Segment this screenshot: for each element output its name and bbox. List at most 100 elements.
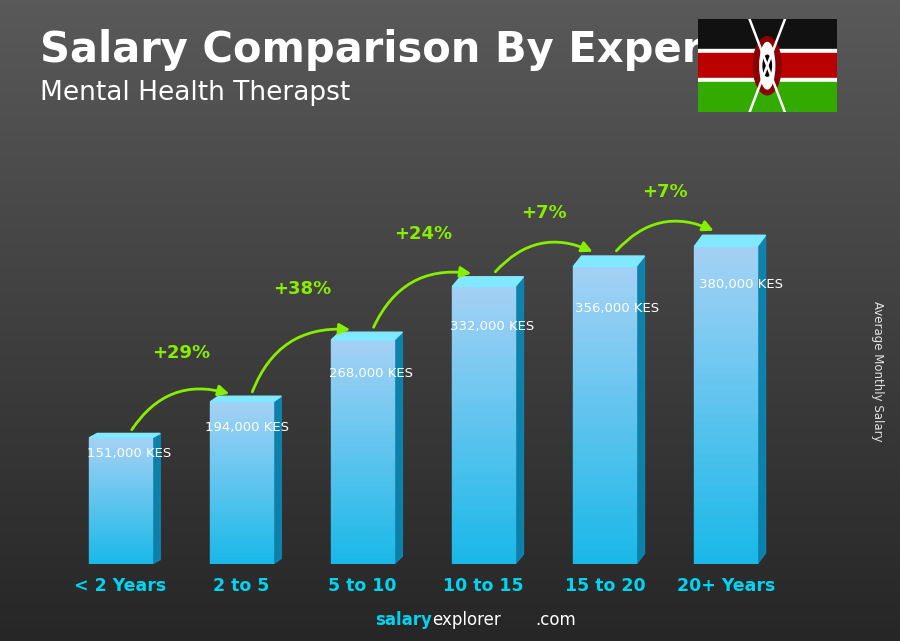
Bar bbox=[573, 460, 636, 467]
Bar bbox=[453, 439, 516, 446]
Bar bbox=[211, 503, 273, 507]
Polygon shape bbox=[695, 235, 766, 246]
Bar bbox=[331, 452, 394, 458]
Bar bbox=[453, 467, 516, 474]
Bar bbox=[695, 485, 758, 492]
Bar bbox=[453, 321, 516, 328]
Bar bbox=[573, 467, 636, 475]
Bar bbox=[331, 345, 394, 351]
Bar bbox=[695, 508, 758, 517]
Bar bbox=[453, 537, 516, 544]
Bar bbox=[453, 397, 516, 404]
Bar bbox=[211, 470, 273, 475]
Bar bbox=[89, 466, 152, 469]
Bar bbox=[573, 519, 636, 527]
Bar bbox=[573, 341, 636, 348]
Bar bbox=[453, 294, 516, 301]
Bar bbox=[211, 531, 273, 536]
Bar bbox=[89, 548, 152, 551]
Bar bbox=[695, 445, 758, 453]
Polygon shape bbox=[758, 235, 766, 564]
Bar bbox=[453, 370, 516, 377]
Bar bbox=[695, 405, 758, 413]
Bar bbox=[331, 463, 394, 469]
Bar bbox=[331, 435, 394, 441]
Bar bbox=[573, 281, 636, 288]
Bar bbox=[211, 487, 273, 491]
Bar bbox=[331, 458, 394, 463]
Polygon shape bbox=[516, 277, 524, 564]
Bar bbox=[89, 457, 152, 460]
Bar bbox=[331, 480, 394, 486]
Bar bbox=[573, 288, 636, 296]
Bar bbox=[331, 547, 394, 553]
Bar bbox=[331, 340, 394, 345]
Polygon shape bbox=[573, 256, 644, 267]
Bar bbox=[573, 319, 636, 326]
Bar bbox=[453, 544, 516, 550]
Bar bbox=[331, 441, 394, 446]
Bar bbox=[211, 435, 273, 438]
Bar bbox=[331, 542, 394, 547]
Bar bbox=[453, 377, 516, 384]
Text: 268,000 KES: 268,000 KES bbox=[328, 367, 413, 380]
Bar bbox=[573, 348, 636, 356]
Bar bbox=[331, 413, 394, 419]
Bar bbox=[211, 414, 273, 418]
Bar bbox=[89, 472, 152, 476]
Bar bbox=[89, 529, 152, 533]
Bar bbox=[211, 507, 273, 512]
Bar bbox=[331, 474, 394, 480]
Bar bbox=[89, 539, 152, 542]
Bar bbox=[211, 552, 273, 556]
Bar bbox=[89, 501, 152, 504]
Polygon shape bbox=[331, 332, 402, 340]
Polygon shape bbox=[152, 433, 160, 564]
Bar bbox=[573, 504, 636, 512]
Bar bbox=[331, 469, 394, 474]
Bar bbox=[331, 424, 394, 429]
Bar bbox=[698, 53, 837, 78]
Bar bbox=[331, 379, 394, 385]
Bar bbox=[89, 551, 152, 554]
Bar bbox=[453, 363, 516, 370]
Bar bbox=[573, 422, 636, 430]
Bar bbox=[211, 491, 273, 495]
Bar bbox=[331, 536, 394, 542]
Bar bbox=[89, 513, 152, 517]
Bar bbox=[453, 342, 516, 349]
Bar bbox=[573, 296, 636, 304]
Bar bbox=[211, 402, 273, 406]
Bar bbox=[331, 553, 394, 558]
Bar bbox=[331, 531, 394, 536]
Bar bbox=[211, 410, 273, 414]
Bar bbox=[89, 454, 152, 457]
Text: 151,000 KES: 151,000 KES bbox=[86, 447, 171, 460]
Bar bbox=[331, 357, 394, 362]
Bar bbox=[698, 83, 837, 112]
Bar bbox=[89, 485, 152, 488]
Bar bbox=[211, 519, 273, 524]
Bar bbox=[698, 49, 837, 53]
Bar bbox=[695, 437, 758, 445]
Bar bbox=[573, 401, 636, 408]
Bar bbox=[89, 554, 152, 558]
Bar bbox=[695, 429, 758, 437]
Bar bbox=[89, 517, 152, 520]
Bar bbox=[89, 498, 152, 501]
Bar bbox=[573, 542, 636, 549]
Bar bbox=[695, 501, 758, 508]
Bar bbox=[331, 486, 394, 491]
Bar bbox=[211, 426, 273, 430]
Bar bbox=[453, 287, 516, 294]
Bar bbox=[331, 503, 394, 508]
Bar bbox=[695, 540, 758, 548]
Bar bbox=[331, 497, 394, 503]
Bar bbox=[89, 526, 152, 529]
Text: +7%: +7% bbox=[643, 183, 689, 201]
Bar bbox=[89, 558, 152, 561]
Bar bbox=[695, 342, 758, 349]
Text: 194,000 KES: 194,000 KES bbox=[205, 421, 289, 435]
Bar bbox=[695, 532, 758, 540]
Text: Mental Health Therapst: Mental Health Therapst bbox=[40, 80, 351, 106]
